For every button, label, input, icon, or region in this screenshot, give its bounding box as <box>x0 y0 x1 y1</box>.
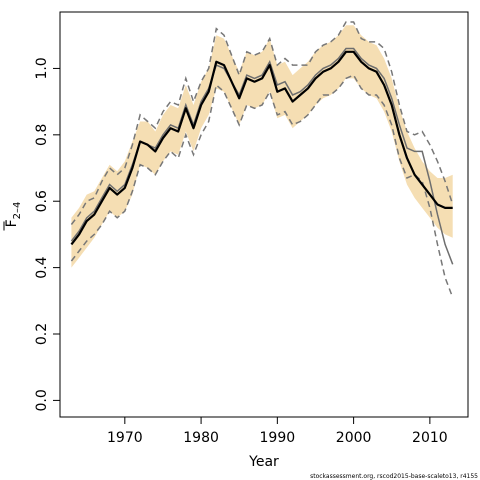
estimate-series-line <box>70 50 453 246</box>
x-tick-label: 1990 <box>260 430 296 446</box>
x-tick-label: 2000 <box>336 430 372 446</box>
y-tick-label: 0.6 <box>34 190 50 212</box>
y-axis-title: F2–4 <box>3 202 23 231</box>
footer-note: stockassessment.org, rscod2015-base-scal… <box>310 473 478 480</box>
x-axis-title: Year <box>248 454 279 470</box>
y-tick-label: 1.0 <box>34 57 50 79</box>
x-axis: 1970 1980 1990 2000 2010 <box>107 417 448 446</box>
ci-lines <box>70 21 454 298</box>
confidence-band-area <box>71 25 453 268</box>
y-tick-label: 0.2 <box>34 323 50 345</box>
x-tick-label: 1980 <box>183 430 219 446</box>
svg-text:F2–4: F2–4 <box>4 202 23 228</box>
y-axis: 0.0 0.2 0.4 0.6 0.8 1.0 <box>34 57 60 412</box>
upper-ci-line <box>70 21 454 225</box>
y-tick-label: 0.4 <box>34 256 50 278</box>
y-tick-label: 0.0 <box>34 389 50 411</box>
y-axis-title-main: F <box>4 219 20 227</box>
x-tick-label: 1970 <box>107 430 143 446</box>
plot-frame <box>59 11 469 418</box>
lower-ci-line <box>70 74 454 298</box>
y-tick-label: 0.8 <box>34 124 50 146</box>
confidence-band <box>71 25 453 268</box>
y-axis-title-subscript: 2–4 <box>12 202 23 220</box>
x-tick-label: 2010 <box>412 430 448 446</box>
estimate-line <box>70 50 453 246</box>
